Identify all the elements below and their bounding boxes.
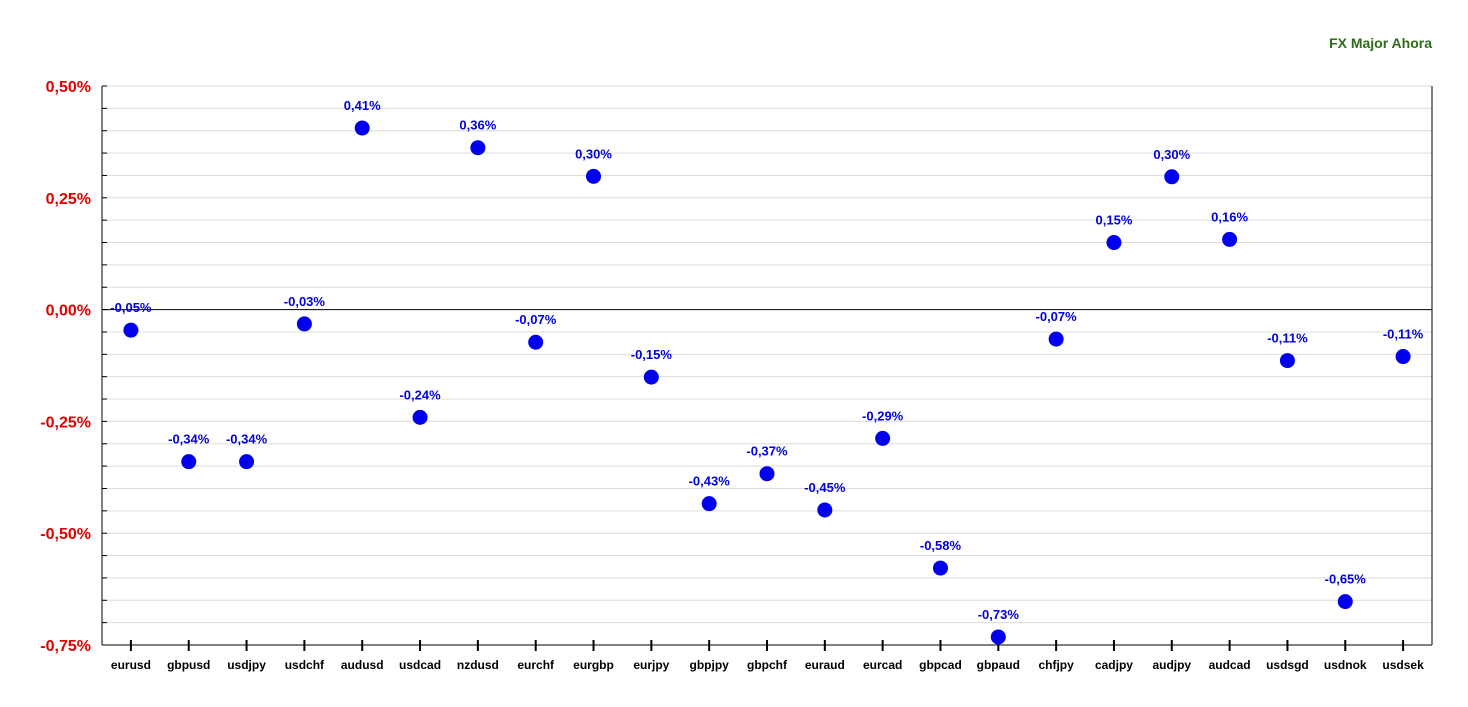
y-tick-label: -0,50% <box>40 526 91 543</box>
data-point <box>643 369 659 385</box>
data-point <box>932 560 948 576</box>
data-point <box>1106 235 1122 251</box>
data-point <box>1279 353 1295 369</box>
data-point <box>528 334 544 350</box>
data-point <box>990 629 1006 645</box>
data-points <box>123 120 1411 645</box>
x-tick-label: gbpjpy <box>690 658 730 672</box>
x-tick-label: gbpusd <box>167 658 210 672</box>
data-point <box>1222 231 1238 247</box>
y-axis-ticks: 0,50% 0,25% 0,00% -0,25% -0,50% -0,75% <box>40 79 91 655</box>
data-point <box>1395 349 1411 365</box>
y-tick-label: 0,00% <box>46 303 91 320</box>
data-label: -0,11% <box>1383 327 1424 342</box>
x-tick-label: eurusd <box>111 658 151 672</box>
data-label: 0,30% <box>575 146 612 161</box>
data-label: -0,45% <box>804 480 846 495</box>
x-tick-label: gbpaud <box>977 658 1020 672</box>
data-label: -0,11% <box>1267 331 1308 346</box>
data-labels: -0,05% -0,34% -0,34% -0,03% 0,41% -0,24% 0,36%… <box>110 98 1423 622</box>
x-tick-label: usdjpy <box>227 658 266 672</box>
data-point <box>1337 594 1353 610</box>
x-tick-label: audcad <box>1209 658 1251 672</box>
data-label: -0,05% <box>110 300 152 315</box>
grid-lines <box>102 85 1432 646</box>
chart-legend: FX Major Ahora <box>1329 35 1432 51</box>
data-point <box>470 140 486 156</box>
data-label: 0,15% <box>1096 213 1133 228</box>
data-label: -0,29% <box>862 408 904 423</box>
x-tick-label: gbpcad <box>919 658 962 672</box>
x-axis-ticks: eurusd gbpusd usdjpy usdchf audusd usdcad nzdu… <box>111 640 1424 672</box>
data-point <box>181 454 197 470</box>
data-label: -0,03% <box>284 294 326 309</box>
y-tick-label: 0,50% <box>46 79 91 96</box>
data-point <box>1164 169 1180 185</box>
y-tick-label: -0,25% <box>40 414 91 431</box>
data-point <box>123 322 139 338</box>
data-label: 0,30% <box>1153 147 1190 162</box>
x-tick-label: eurgbp <box>573 658 614 672</box>
data-label: -0,73% <box>978 607 1020 622</box>
x-tick-label: usdcad <box>399 658 441 672</box>
x-tick-label: audjpy <box>1152 658 1191 672</box>
x-tick-label: audusd <box>341 658 384 672</box>
data-label: -0,07% <box>515 312 557 327</box>
data-label: 0,41% <box>344 98 381 113</box>
data-label: -0,07% <box>1036 309 1078 324</box>
data-label: -0,65% <box>1325 572 1367 587</box>
x-tick-label: usdchf <box>285 658 325 672</box>
x-tick-label: chfjpy <box>1038 658 1074 672</box>
x-tick-label: usdsgd <box>1266 658 1309 672</box>
x-tick-label: usdsek <box>1382 658 1424 672</box>
data-point <box>354 120 370 136</box>
x-tick-label: eurchf <box>517 658 555 672</box>
data-point <box>1048 331 1064 347</box>
data-point <box>239 454 255 470</box>
axes <box>101 85 1433 646</box>
data-point <box>875 430 891 446</box>
x-tick-label: usdnok <box>1324 658 1367 672</box>
x-tick-label: euraud <box>805 658 845 672</box>
data-point <box>296 316 312 332</box>
data-label: 0,16% <box>1211 209 1248 224</box>
data-label: -0,15% <box>631 347 673 362</box>
data-label: -0,43% <box>689 474 731 489</box>
x-tick-label: eurcad <box>863 658 902 672</box>
data-label: -0,34% <box>168 432 210 447</box>
y-tick-label: -0,75% <box>40 638 91 655</box>
x-tick-label: eurjpy <box>633 658 669 672</box>
data-point <box>759 466 775 482</box>
data-label: -0,34% <box>226 432 268 447</box>
y-tick-label: 0,25% <box>46 191 91 208</box>
data-point <box>701 496 717 512</box>
data-label: -0,37% <box>746 444 788 459</box>
data-label: -0,24% <box>399 387 441 402</box>
data-label: 0,36% <box>459 118 496 133</box>
x-tick-label: nzdusd <box>457 658 499 672</box>
data-point <box>586 168 602 184</box>
data-label: -0,58% <box>920 538 962 553</box>
data-point <box>412 409 428 425</box>
data-point <box>817 502 833 518</box>
x-tick-label: cadjpy <box>1095 658 1133 672</box>
x-tick-label: gbpchf <box>747 658 788 672</box>
